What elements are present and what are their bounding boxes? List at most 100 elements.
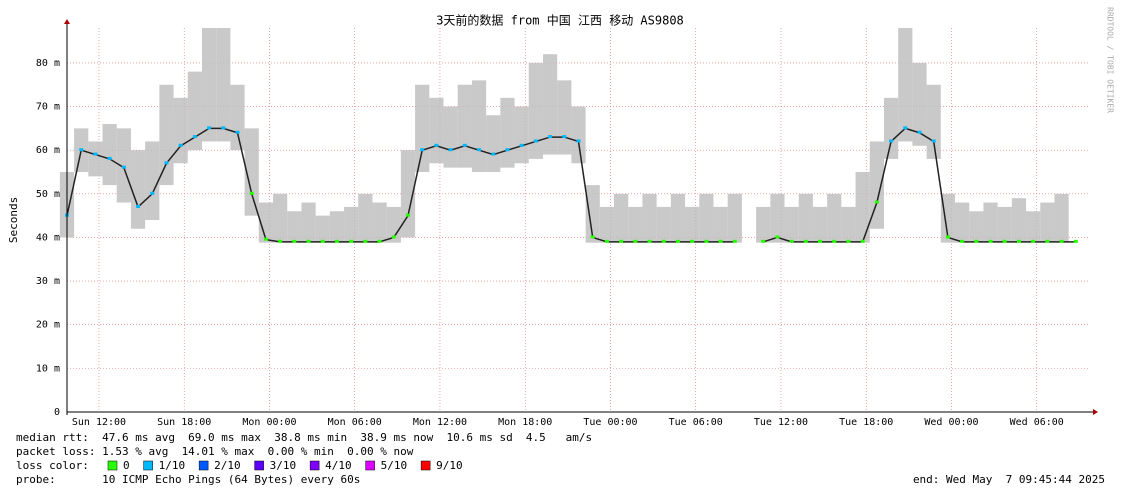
- smoke: [557, 80, 572, 155]
- x-tick-label: Mon 18:00: [498, 417, 552, 428]
- smoke: [244, 128, 259, 216]
- smoke: [983, 202, 998, 243]
- median-point: [704, 239, 709, 243]
- smoke: [628, 206, 643, 243]
- loss-color-title: loss color:: [16, 459, 89, 472]
- smoke: [216, 28, 231, 142]
- median-point: [917, 130, 922, 134]
- smoke: [315, 215, 330, 243]
- median-point: [505, 148, 510, 152]
- smoke: [542, 54, 558, 155]
- smoke: [116, 128, 131, 203]
- smoke: [358, 193, 373, 243]
- smoke: [443, 106, 458, 168]
- median-point: [789, 239, 794, 243]
- smoke: [1054, 193, 1069, 243]
- median-point: [79, 148, 84, 152]
- y-tick-label: 20 m: [36, 320, 60, 331]
- median-point: [533, 139, 538, 143]
- stats-loss: packet loss: 1.53 % avg 14.01 % max 0.00…: [16, 445, 414, 458]
- smoke: [386, 206, 401, 243]
- x-tick-label: Mon 06:00: [328, 417, 382, 428]
- x-arrow: [1093, 409, 1098, 415]
- median-point: [690, 239, 695, 243]
- median-point: [306, 239, 311, 243]
- y-tick-label: 70 m: [36, 102, 60, 113]
- legend-swatch: [254, 460, 264, 471]
- legend-label: 4/10: [325, 459, 352, 472]
- median-point: [93, 152, 98, 156]
- side-label: RRDTOOL / TOBI OETIKER: [1106, 7, 1115, 113]
- median-point: [462, 143, 467, 147]
- smoke: [88, 141, 103, 177]
- median-point: [633, 239, 638, 243]
- median-point: [136, 204, 141, 208]
- median-point: [889, 139, 894, 143]
- legend-swatch: [365, 460, 375, 471]
- median-point: [1002, 239, 1007, 243]
- smoke: [685, 206, 700, 243]
- smoke: [770, 193, 785, 243]
- median-point: [334, 239, 339, 243]
- smoke: [599, 206, 615, 243]
- median-point: [960, 239, 965, 243]
- smoke: [400, 150, 416, 238]
- smoke: [130, 150, 146, 229]
- smoke: [372, 202, 387, 243]
- smoke: [841, 206, 856, 243]
- legend-label: 3/10: [270, 459, 297, 472]
- median-point: [363, 239, 368, 243]
- median-point: [121, 165, 126, 169]
- smoke: [969, 211, 984, 243]
- smoke: [1026, 211, 1041, 243]
- y-arrow: [64, 19, 70, 24]
- smoke: [457, 84, 472, 168]
- x-tick-label: Wed 00:00: [924, 417, 978, 428]
- median-point: [818, 239, 823, 243]
- median-point: [846, 239, 851, 243]
- smoke: [784, 206, 799, 243]
- x-tick-label: Tue 00:00: [583, 417, 637, 428]
- smoke: [429, 97, 444, 164]
- median-point: [420, 148, 425, 152]
- smoke: [145, 141, 160, 220]
- median-point: [406, 213, 410, 217]
- median-point: [874, 200, 879, 204]
- median-point: [576, 139, 581, 143]
- smoke: [102, 124, 117, 186]
- chart-title: 3天前的数据 from 中国 江西 移动 AS9808: [436, 13, 684, 28]
- median-point: [349, 239, 354, 243]
- median-point: [718, 239, 723, 243]
- x-tick-label: Sun 12:00: [72, 417, 126, 428]
- smoke: [1040, 202, 1055, 243]
- median-point: [903, 126, 908, 130]
- median-point: [675, 239, 680, 243]
- median-point: [974, 239, 979, 243]
- x-tick-label: Tue 06:00: [669, 417, 723, 428]
- y-axis-label: Seconds: [7, 197, 20, 243]
- smoke: [571, 106, 586, 164]
- median-point: [562, 135, 567, 139]
- smoke: [912, 62, 927, 146]
- x-tick-label: Mon 00:00: [242, 417, 296, 428]
- smoke: [898, 28, 913, 142]
- median-point: [1016, 239, 1021, 243]
- end-time: end: Wed May 7 09:45:44 2025: [913, 473, 1105, 486]
- median-point: [832, 239, 837, 243]
- smoke: [329, 211, 345, 243]
- legend-label: 5/10: [381, 459, 408, 472]
- median-point: [647, 239, 652, 243]
- median-point: [207, 126, 212, 130]
- median-point: [221, 126, 226, 130]
- smoke: [500, 97, 515, 168]
- median-point: [519, 143, 524, 147]
- y-tick-label: 60 m: [36, 145, 60, 156]
- median-point: [278, 239, 283, 243]
- smoke: [670, 193, 686, 243]
- smoke: [344, 206, 359, 243]
- legend-swatch: [420, 460, 431, 471]
- smoke: [642, 193, 657, 243]
- smoke: [287, 211, 302, 243]
- median-point: [860, 239, 865, 243]
- median-point: [1045, 239, 1050, 243]
